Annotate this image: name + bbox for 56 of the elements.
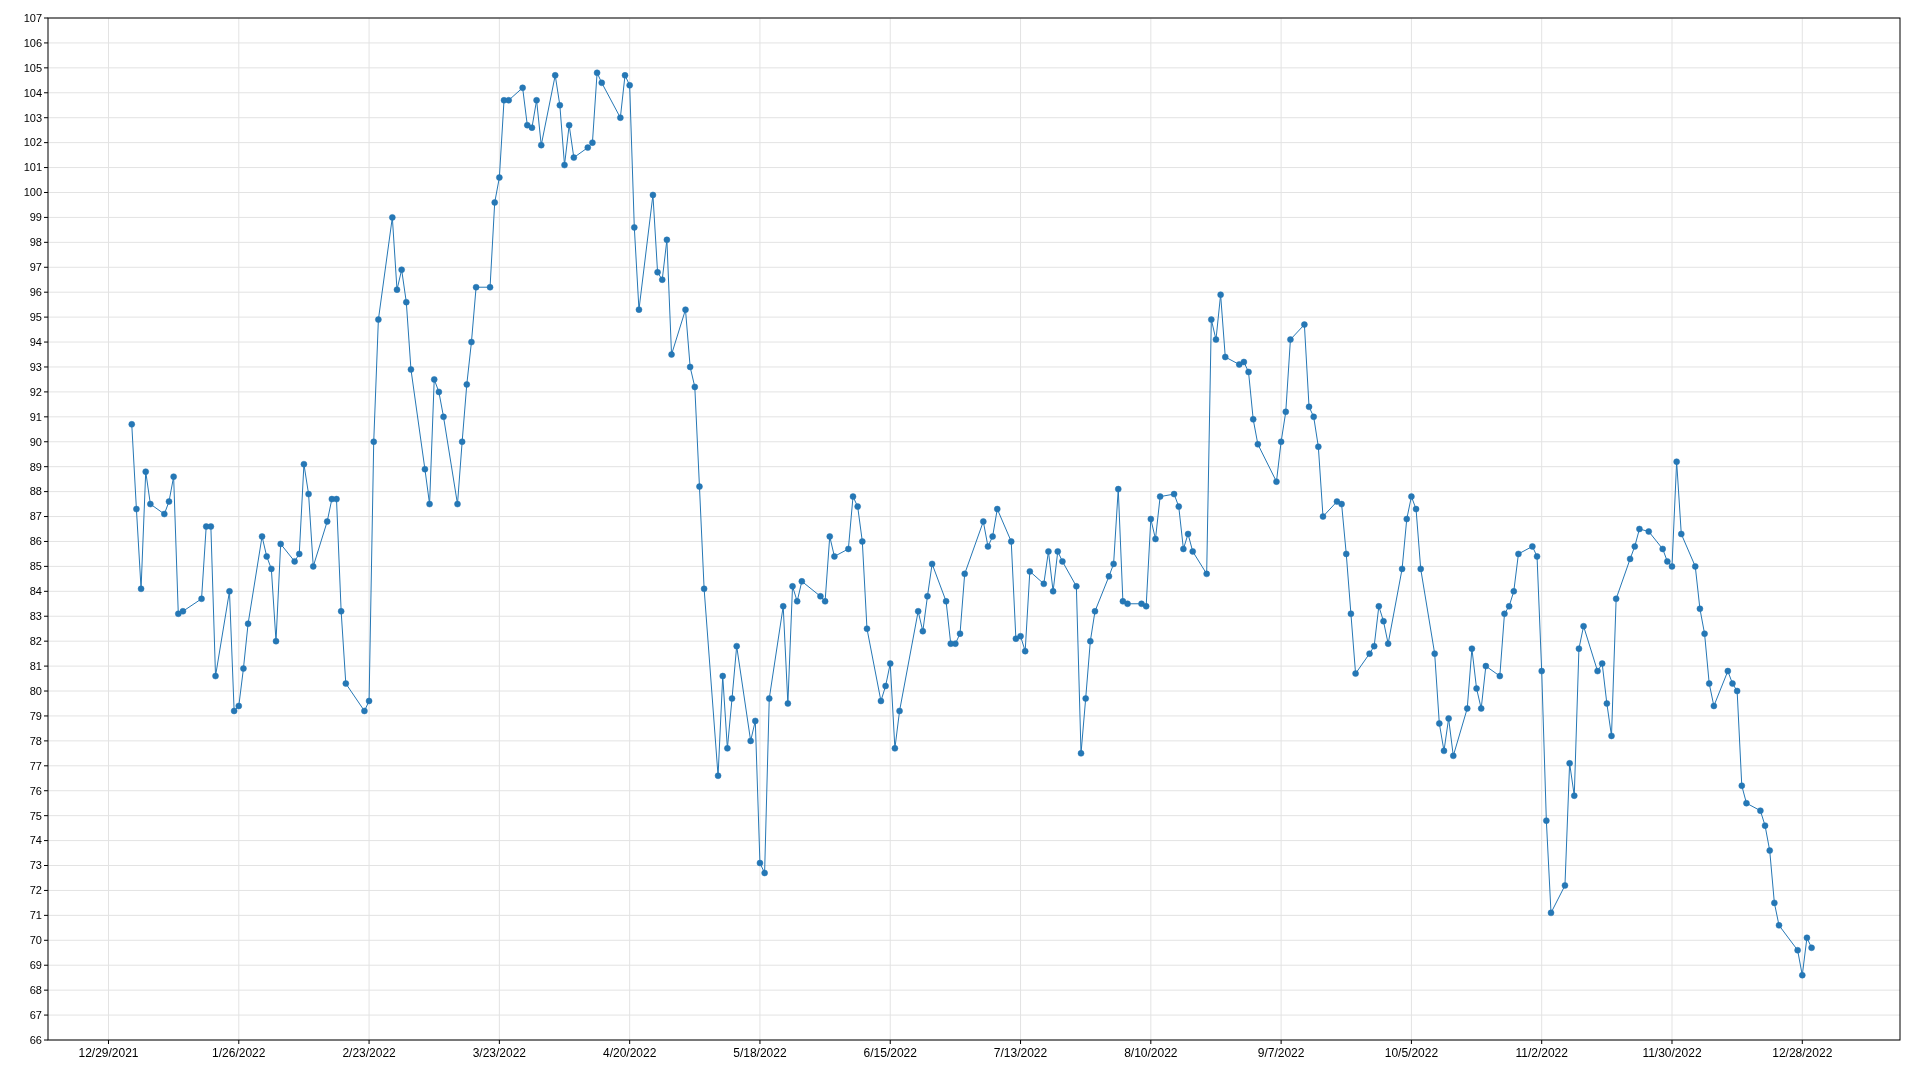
y-tick-label: 96	[29, 286, 42, 299]
y-tick-label: 71	[29, 909, 42, 922]
x-tick-label: 6/15/2022	[863, 1046, 918, 1060]
y-tick-label: 77	[29, 759, 42, 772]
x-tick-label: 10/5/2022	[1384, 1046, 1439, 1060]
y-tick-label: 91	[29, 410, 42, 423]
x-tick-label: 3/23/2022	[472, 1046, 527, 1060]
y-tick-label: 88	[29, 485, 42, 498]
y-tick-label: 68	[29, 984, 42, 996]
y-tick-label: 76	[29, 784, 42, 797]
y-tick-label: 100	[23, 186, 42, 199]
x-tick-label: 8/10/2022	[1124, 1046, 1178, 1060]
x-tick-label: 5/18/2022	[733, 1046, 787, 1060]
y-tick-label: 86	[29, 535, 42, 548]
y-tick-label: 69	[29, 959, 42, 972]
y-tick-label: 87	[29, 510, 42, 523]
y-tick-label: 72	[29, 884, 42, 897]
y-tick-label: 92	[29, 385, 42, 398]
y-tick-label: 89	[29, 460, 42, 473]
x-tick-label: 1/26/2022	[212, 1046, 266, 1060]
y-tick-label: 83	[29, 610, 42, 623]
x-tick-label: 12/28/2022	[1772, 1046, 1833, 1060]
y-tick-label: 93	[29, 360, 42, 373]
y-tick-label: 79	[29, 709, 42, 722]
x-tick-label: 7/13/2022	[993, 1046, 1048, 1060]
y-tick-label: 70	[29, 934, 42, 947]
y-tick-label: 104	[23, 86, 42, 99]
y-tick-label: 107	[23, 11, 42, 24]
x-tick-label: 9/7/2022	[1257, 1046, 1305, 1060]
y-tick-label: 105	[23, 61, 42, 74]
y-tick-label: 95	[29, 310, 42, 323]
y-tick-label: 82	[29, 635, 42, 648]
x-tick-label: 12/29/2021	[78, 1046, 139, 1060]
y-tick-label: 94	[29, 335, 42, 348]
y-tick-label: 81	[29, 659, 42, 672]
y-tick-label: 84	[29, 585, 42, 598]
x-tick-label: 11/2/2022	[1515, 1046, 1569, 1060]
y-tick-label: 97	[29, 261, 42, 274]
y-tick-label: 101	[23, 161, 42, 174]
y-tick-label: 80	[29, 684, 42, 697]
y-tick-label: 99	[29, 211, 42, 224]
y-tick-label: 75	[29, 809, 42, 822]
y-tick-label: 106	[23, 36, 42, 49]
y-tick-label: 90	[29, 435, 42, 448]
y-tick-label: 78	[29, 734, 42, 747]
x-tick-label: 11/30/2022	[1642, 1046, 1702, 1060]
y-tick-label: 102	[23, 136, 42, 149]
x-tick-label: 2/23/2022	[342, 1046, 397, 1060]
y-tick-label: 98	[29, 236, 42, 249]
y-tick-label: 73	[29, 859, 42, 872]
x-tick-label: 4/20/2022	[602, 1046, 657, 1060]
y-tick-label: 103	[23, 111, 42, 124]
y-tick-label: 66	[29, 1033, 42, 1046]
y-tick-label: 67	[29, 1008, 42, 1021]
y-tick-label: 85	[29, 560, 42, 573]
y-tick-label: 74	[29, 834, 42, 847]
